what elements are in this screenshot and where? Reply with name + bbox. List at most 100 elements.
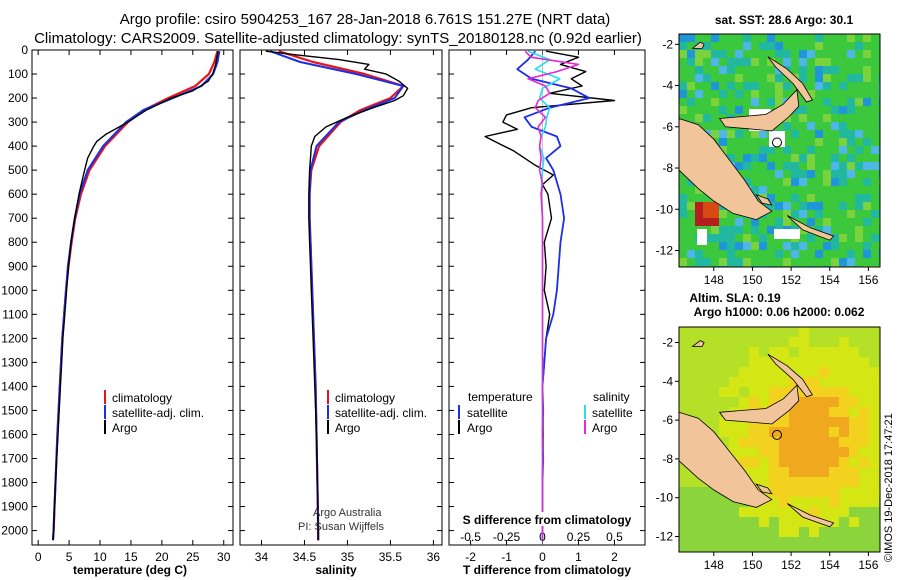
legend-swatch-climatology xyxy=(104,390,106,404)
field-cell xyxy=(799,487,809,497)
field-cell xyxy=(799,42,807,50)
s-axis-label-bg xyxy=(452,512,642,526)
field-cell xyxy=(871,138,879,146)
field-cell xyxy=(855,250,863,258)
field-cell xyxy=(703,98,711,106)
field-cell xyxy=(775,210,783,218)
field-cell xyxy=(779,497,789,507)
field-cell xyxy=(727,130,735,138)
field-cell xyxy=(823,90,831,98)
x-tick-label: 34 xyxy=(255,550,269,564)
field-cell xyxy=(679,50,687,58)
field-cell xyxy=(687,114,695,122)
field-cell xyxy=(819,347,829,357)
field-cell xyxy=(703,50,711,58)
field-cell xyxy=(735,258,743,266)
field-cell xyxy=(759,447,769,457)
field-cell xyxy=(815,178,823,186)
field-cell xyxy=(751,74,759,82)
field-cell xyxy=(679,407,689,417)
field-cell xyxy=(751,258,759,266)
field-cell xyxy=(751,58,759,66)
field-cell xyxy=(789,487,799,497)
field-cell xyxy=(759,130,767,138)
field-cell xyxy=(871,202,879,210)
field-cell xyxy=(727,74,735,82)
field-cell xyxy=(749,547,759,552)
field-cell xyxy=(839,547,849,552)
argo-line xyxy=(52,51,219,541)
field-cell xyxy=(819,407,829,417)
lon-tick-label: 154 xyxy=(820,558,840,572)
field-cell xyxy=(769,377,779,387)
field-cell xyxy=(699,527,709,537)
field-cell xyxy=(799,122,807,130)
field-cell xyxy=(783,242,791,250)
field-cell xyxy=(759,226,767,234)
field-cell xyxy=(847,210,855,218)
field-cell xyxy=(799,258,807,266)
field-cell xyxy=(739,357,749,367)
field-cell xyxy=(855,90,863,98)
field-cell xyxy=(839,347,849,357)
field-cell xyxy=(799,517,809,527)
field-cell xyxy=(687,66,695,74)
field-cell xyxy=(807,242,815,250)
field-cell xyxy=(847,34,855,42)
field-cell xyxy=(791,50,799,58)
field-cell xyxy=(783,138,791,146)
field-cell xyxy=(775,242,783,250)
field-cell xyxy=(679,477,689,487)
field-cell xyxy=(855,234,863,242)
field-cell xyxy=(743,258,751,266)
field-cell xyxy=(849,447,859,457)
field-cell xyxy=(839,337,849,347)
field-cell xyxy=(799,367,809,377)
field-cell xyxy=(699,537,709,547)
field-cell xyxy=(871,226,879,234)
field-cell xyxy=(751,90,759,98)
field-cell xyxy=(783,146,791,154)
field-cell xyxy=(791,178,799,186)
field-cell xyxy=(679,210,687,218)
field-cell xyxy=(769,447,779,457)
field-cell xyxy=(839,467,849,477)
field-cell xyxy=(839,407,849,417)
field-cell xyxy=(823,186,831,194)
field-cell xyxy=(735,242,743,250)
field-cell xyxy=(767,82,775,90)
field-cell xyxy=(847,50,855,58)
lat-tick-label: -12 xyxy=(656,529,674,543)
field-cell xyxy=(735,106,743,114)
sla-map-title-line1: Altim. SLA: 0.19 xyxy=(689,291,781,305)
field-cell xyxy=(819,417,829,427)
field-cell xyxy=(687,98,695,106)
field-cell xyxy=(743,34,751,42)
field-cell xyxy=(871,170,879,178)
field-cell xyxy=(699,337,709,347)
field-cell xyxy=(807,98,815,106)
field-cell xyxy=(719,42,727,50)
field-cell xyxy=(711,34,719,42)
field-cell xyxy=(775,170,783,178)
field-cell xyxy=(809,487,819,497)
field-cell xyxy=(859,347,869,357)
field-cell xyxy=(799,437,809,447)
field-cell xyxy=(849,337,859,347)
temperature-panel: 0 5 10 15 20 25 30 temperature (deg C) climato… xyxy=(31,49,234,577)
field-cell xyxy=(679,250,687,258)
field-cell xyxy=(695,98,703,106)
field-cell xyxy=(863,210,871,218)
field-cell xyxy=(815,34,823,42)
lat-tick-label: -6 xyxy=(662,120,673,134)
field-cell xyxy=(711,122,719,130)
field-cell xyxy=(829,367,839,377)
field-cell xyxy=(823,42,831,50)
field-cell xyxy=(743,82,751,90)
x-tick-label: -1 xyxy=(501,550,512,564)
field-cell xyxy=(751,186,759,194)
field-cell xyxy=(807,74,815,82)
field-cell xyxy=(711,202,719,210)
field-cell xyxy=(727,226,735,234)
field-cell xyxy=(687,226,695,234)
